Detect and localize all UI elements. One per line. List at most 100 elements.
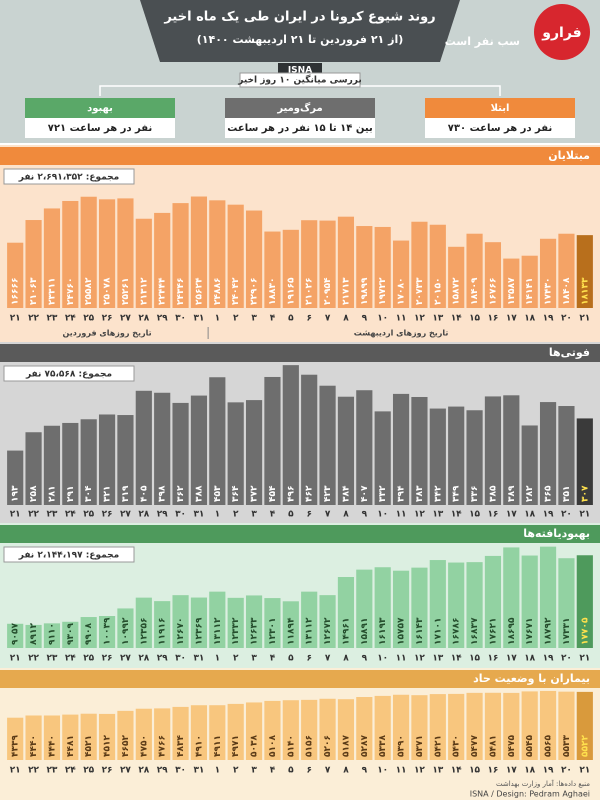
value-label: ۴۹۶	[286, 486, 296, 502]
panel-title: بیماران با وضعیت حاد	[473, 672, 590, 685]
bar	[7, 242, 24, 308]
x-tick-label: ۲۰	[561, 654, 572, 664]
value-label: ۵۴۷۷	[470, 735, 480, 757]
value-label: ۲۰۹۵۴	[323, 277, 333, 305]
value-label: ۲۳۳۱۱	[47, 278, 57, 305]
value-label: ۱۶۶۶۶	[11, 278, 21, 305]
bar	[43, 715, 61, 760]
value-label: ۳۹۸	[158, 485, 168, 502]
x-tick-label: ۱۲	[414, 314, 425, 324]
x-tick-label: ۲۲	[28, 654, 39, 664]
box-label: ابتلا	[491, 103, 510, 114]
x-tick-label: ۷	[325, 766, 331, 776]
value-label: ۱۸۴۰۹	[470, 277, 480, 305]
x-group-label: تاریخ روزهای اردیبهشت	[354, 329, 449, 338]
x-tick-label: ۱۶	[487, 654, 498, 664]
value-label: ۴۹۷۱	[231, 735, 241, 757]
value-label: ۲۵۵۸۲	[84, 277, 94, 305]
total-box	[3, 168, 135, 185]
subtitle: (از ۲۱ فروردین تا ۲۱ اردیبهشت ۱۴۰۰)	[197, 33, 404, 46]
bar	[539, 690, 557, 760]
bar	[190, 395, 208, 505]
footer-background	[0, 778, 600, 800]
x-tick-label: ۲۵	[83, 510, 94, 520]
x-tick-label: ۴	[270, 766, 276, 776]
bar	[337, 699, 355, 760]
box-label-bg	[425, 98, 575, 118]
bar	[337, 216, 355, 308]
bar	[429, 694, 446, 760]
x-tick-label: ۸	[343, 654, 349, 664]
value-label: ۴۵۱۲	[103, 735, 113, 757]
value-label: ۳۸۵	[488, 485, 498, 502]
bar	[319, 698, 336, 760]
value-label: ۲۱۷۱۳	[341, 277, 351, 305]
bar	[25, 624, 42, 648]
value-label: ۹۱۱۰	[47, 623, 57, 645]
value-label: ۴۵۲۱	[84, 735, 94, 757]
x-tick-label: ۱۱	[396, 766, 407, 776]
bar	[558, 691, 575, 760]
value-label: ۱۸۷۹۲	[544, 617, 554, 645]
value-label: ۸۹۱۲	[29, 623, 39, 645]
x-tick-label: ۱۳	[432, 766, 443, 776]
bar	[429, 408, 446, 505]
bar	[411, 221, 428, 308]
bar	[227, 703, 244, 760]
x-tick-label: ۱۳	[432, 314, 443, 324]
x-group-label: تاریخ روزهای فروردین	[63, 329, 152, 338]
x-tick-label: ۲۶	[102, 766, 113, 776]
x-tick-label: ۲۱	[10, 766, 21, 776]
bar	[209, 591, 226, 648]
bar	[466, 692, 483, 760]
value-label: ۳۸۴	[341, 485, 351, 502]
value-label: ۴۴۴۰	[47, 735, 57, 757]
x-tick-label: ۳	[251, 510, 257, 520]
bar	[7, 450, 24, 505]
bar	[264, 598, 281, 648]
bar	[392, 694, 410, 760]
x-tick-label: ۳	[251, 314, 257, 324]
value-label: ۲۱۳۱۲	[139, 277, 149, 305]
x-tick-label: ۲	[233, 766, 239, 776]
x-tick-label: ۲۵	[83, 654, 94, 664]
x-tick-label: ۹	[362, 654, 368, 664]
value-label: ۳۶۴	[231, 485, 241, 502]
x-tick-label: ۲۴	[65, 314, 76, 324]
value-label: ۳۱۹	[121, 485, 131, 502]
bar	[282, 229, 299, 308]
x-tick-label: ۲۴	[65, 510, 76, 520]
x-tick-label: ۱۰	[377, 766, 388, 776]
bar	[429, 224, 446, 308]
bar	[245, 210, 263, 308]
x-tick-label: ۲۱	[10, 654, 21, 664]
value-label: ۱۲۶۳۳	[250, 617, 260, 645]
box-label-bg	[25, 98, 175, 118]
value-label: ۲۲۴۴۴	[158, 277, 168, 305]
bar	[98, 414, 116, 505]
value-label: ۵۴۲۱	[433, 735, 443, 757]
box-text-bg	[425, 118, 575, 138]
x-tick-label: ۳	[251, 654, 257, 664]
value-label: ۳۰۴	[84, 485, 94, 502]
bar	[392, 570, 410, 648]
bar	[98, 615, 116, 648]
value-label: ۲۸۲	[525, 485, 535, 502]
footer-credit: ISNA / Design: Pedram Aghaei	[470, 790, 590, 799]
total-box	[3, 546, 135, 563]
x-tick-label: ۲۶	[102, 654, 113, 664]
x-tick-label: ۶	[306, 654, 312, 664]
value-label: ۱۹۸۹۹	[360, 277, 370, 305]
value-label: ۴۸۳۴	[176, 735, 186, 757]
panel-title: بهبودیافته‌ها	[523, 527, 590, 540]
x-tick-label: ۲۱	[579, 654, 590, 664]
bar	[539, 546, 557, 648]
value-label: ۵۳۹۰	[397, 735, 407, 757]
x-tick-label: ۱۴	[451, 654, 462, 664]
value-label: ۵۴۳۰	[452, 735, 462, 757]
bar	[154, 708, 171, 760]
value-label: ۱۶۱۴۳	[415, 617, 425, 645]
value-label: ۱۵۸۹۱	[360, 618, 370, 645]
value-label: ۳۶۵	[544, 485, 554, 502]
x-tick-label: ۲۵	[83, 314, 94, 324]
